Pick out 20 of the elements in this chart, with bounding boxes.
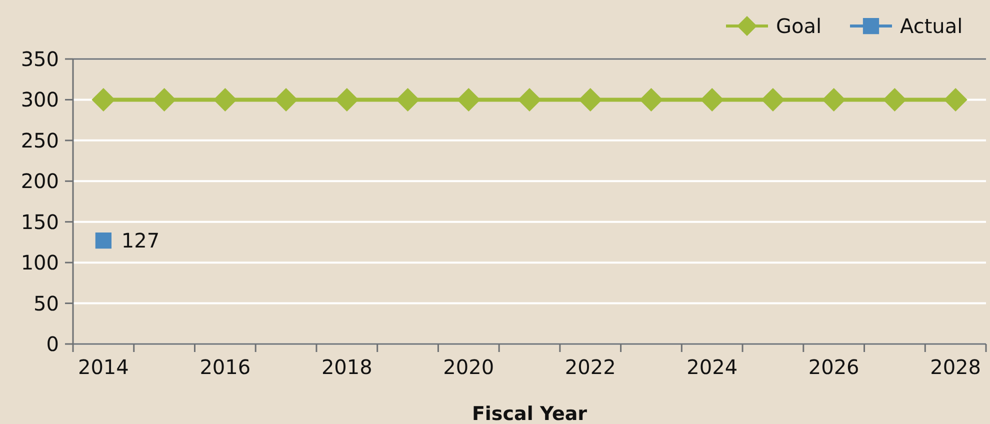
y-tick-label: 200	[20, 169, 59, 194]
legend-label: Actual	[900, 14, 963, 38]
y-tick-label: 150	[20, 210, 59, 234]
y-tick-label: 50	[34, 291, 59, 316]
x-tick-label: 2024	[686, 355, 738, 379]
x-tick-label: 2018	[321, 355, 372, 379]
y-tick-label: 300	[20, 88, 59, 112]
x-tick-label: 2026	[808, 355, 860, 379]
y-tick-label: 250	[20, 128, 59, 152]
legend-label: Goal	[776, 14, 822, 38]
y-tick-label: 350	[20, 47, 59, 71]
x-tick-label: 2014	[78, 355, 129, 379]
x-tick-label: 2028	[930, 355, 982, 379]
x-axis-title: Fiscal Year	[472, 403, 588, 424]
x-tick-label: 2020	[443, 355, 494, 379]
x-tick-label: 2016	[200, 355, 251, 379]
data-label: 127	[121, 228, 160, 253]
y-tick-label: 100	[20, 250, 59, 275]
y-tick-label: 0	[46, 332, 59, 356]
x-tick-label: 2022	[564, 355, 616, 379]
